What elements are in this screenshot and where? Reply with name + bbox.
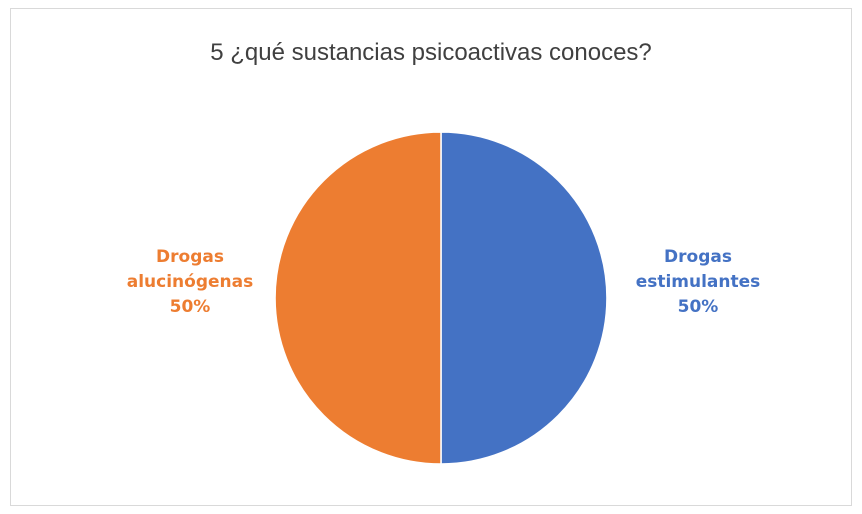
slice-label-alucinogenas-line2: alucinógenas <box>126 272 254 292</box>
slice-label-estimulantes-line1: Drogas <box>664 247 732 267</box>
slice-label-alucinogenas: Drogas alucinógenas 50% <box>110 245 270 320</box>
slice-label-alucinogenas-percent: 50% <box>169 297 211 317</box>
slice-label-estimulantes-line2: estimulantes <box>635 272 761 292</box>
slice-label-estimulantes-percent: 50% <box>677 297 719 317</box>
pie-slice-estimulantes <box>440 131 608 465</box>
slice-label-estimulantes: Drogas estimulantes 50% <box>618 245 778 320</box>
pie-slice-alucinogenas <box>274 131 442 465</box>
slice-label-alucinogenas-line1: Drogas <box>156 247 224 267</box>
chart-title: 5 ¿qué sustancias psicoactivas conoces? <box>210 39 652 66</box>
